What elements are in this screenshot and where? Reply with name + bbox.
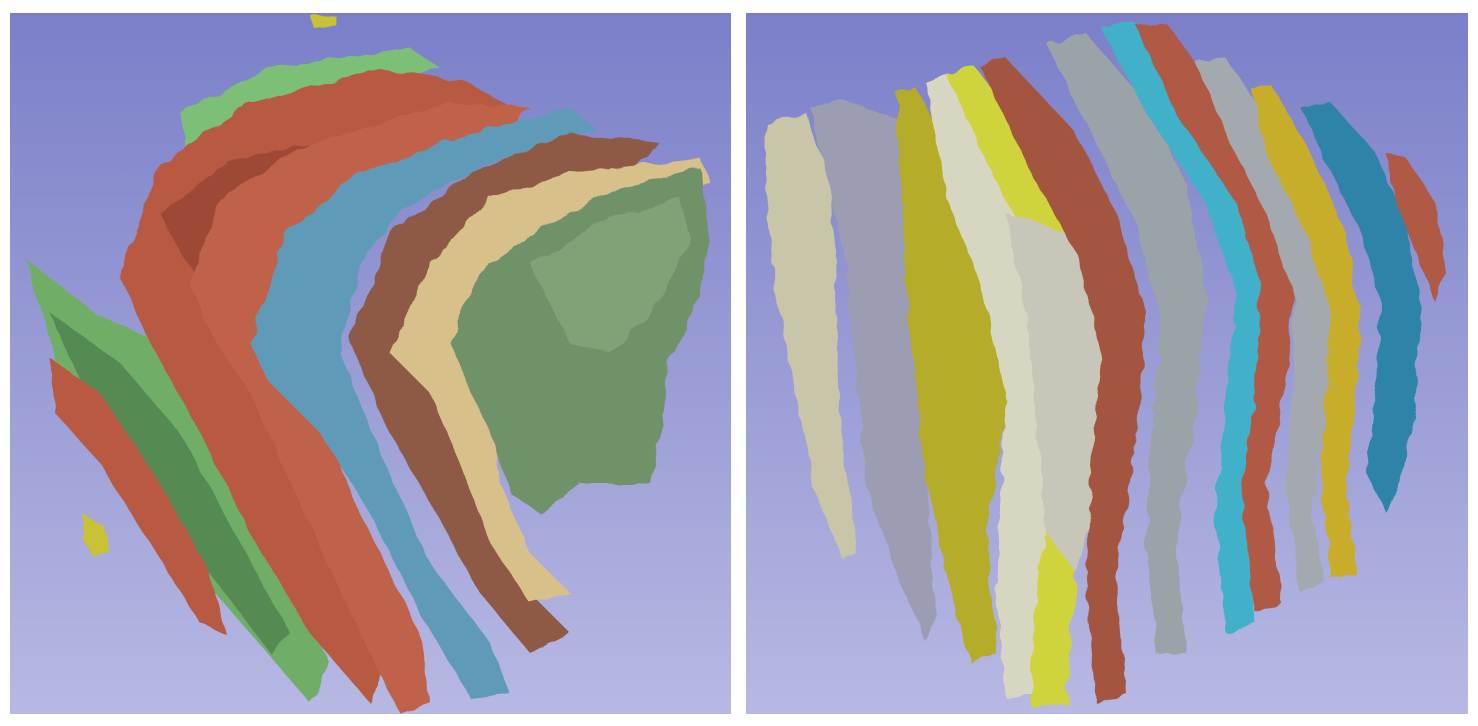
slab-red-1 [981,58,1146,703]
layer-brown [350,133,660,653]
slab-beige-left [766,113,856,558]
slab-gold [1251,85,1361,578]
slab-gray-1 [1046,33,1206,653]
right-3d-render-panel [746,13,1468,714]
right-layer-model [766,23,1446,708]
layer-green-outer-shadow [50,313,290,653]
left-3d-render-panel [10,13,731,714]
slab-red-right [1386,153,1446,303]
layer-blue [250,108,595,698]
fragment-yellow-top [312,15,338,28]
slab-olive-1 [896,88,1036,663]
layer-red-left [50,358,225,633]
layer-tan [390,158,710,603]
fragment-yellow-left [82,513,110,558]
slab-blue-dark [1301,103,1421,513]
left-layer-model [25,15,710,713]
slab-cream [926,73,1096,698]
layer-green-front-highlight [530,198,690,353]
layer-red-2 [190,103,530,713]
